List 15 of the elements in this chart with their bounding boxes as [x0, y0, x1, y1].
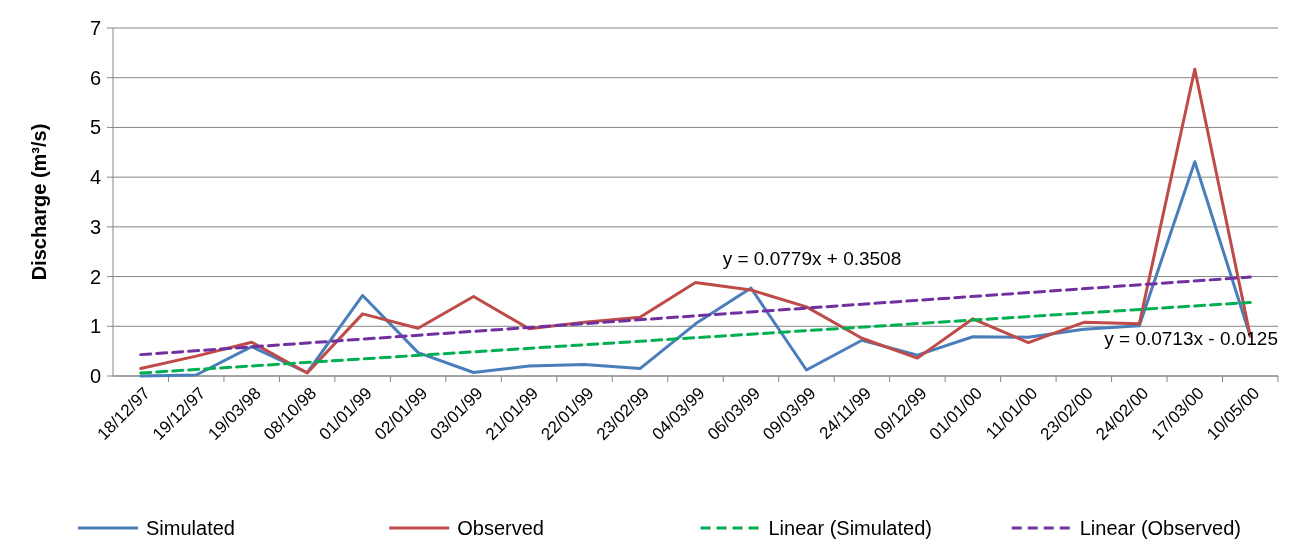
annotation: y = 0.0713x - 0.0125 — [1104, 327, 1278, 349]
y-tick-label: 3 — [89, 215, 101, 238]
legend-label: Simulated — [146, 517, 235, 539]
y-tick-label: 7 — [89, 17, 101, 39]
y-tick-label: 0 — [89, 365, 101, 387]
annotation: y = 0.0779x + 0.3508 — [722, 247, 902, 269]
legend-label: Observed — [457, 517, 544, 539]
legend-label: Linear (Observed) — [1079, 517, 1241, 539]
y-tick-label: 1 — [89, 315, 101, 338]
y-tick-label: 6 — [89, 66, 101, 89]
y-tick-label: 4 — [89, 166, 101, 189]
legend-label: Linear (Simulated) — [768, 517, 932, 539]
y-axis-title: Discharge (m³/s) — [28, 123, 50, 281]
y-tick-label: 2 — [89, 265, 101, 288]
y-tick-label: 5 — [89, 116, 101, 139]
